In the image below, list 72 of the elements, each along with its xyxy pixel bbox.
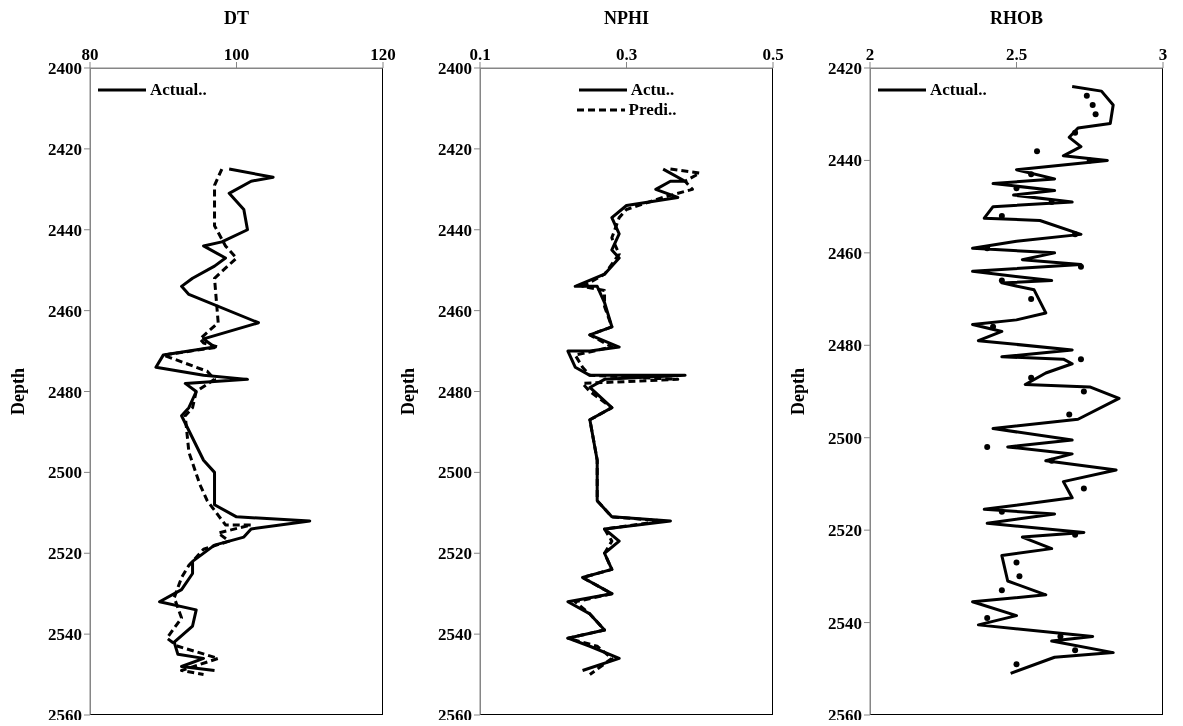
legend-label: Actual.. bbox=[150, 80, 207, 100]
point bbox=[984, 614, 991, 621]
y-tick-label: 2520 bbox=[48, 544, 82, 564]
y-tick-label: 2540 bbox=[828, 613, 862, 633]
point bbox=[1077, 356, 1084, 363]
y-tick-label: 2420 bbox=[438, 139, 472, 159]
y-tick-label: 2540 bbox=[48, 625, 82, 645]
point bbox=[990, 323, 997, 330]
y-tick-label: 2400 bbox=[438, 59, 472, 79]
y-tick-label: 2440 bbox=[48, 220, 82, 240]
point bbox=[998, 277, 1005, 284]
point bbox=[1077, 263, 1084, 270]
point bbox=[1028, 171, 1035, 178]
point bbox=[1066, 411, 1073, 418]
point bbox=[998, 212, 1005, 219]
point bbox=[1013, 661, 1020, 668]
legend-label: Actual.. bbox=[930, 80, 987, 100]
point bbox=[1072, 231, 1079, 238]
point bbox=[1034, 148, 1041, 155]
x-axis-title: DT bbox=[223, 8, 250, 29]
y-tick-label: 2500 bbox=[48, 463, 82, 483]
point bbox=[1080, 388, 1087, 395]
y-tick-label: 2440 bbox=[828, 151, 862, 171]
y-tick-label: 2460 bbox=[828, 243, 862, 263]
x-tick-label: 100 bbox=[223, 45, 250, 64]
x-tick-label: 120 bbox=[370, 45, 396, 64]
y-tick-label: 2500 bbox=[828, 428, 862, 448]
y-tick-label: 2420 bbox=[828, 59, 862, 79]
y-tick-label: 2480 bbox=[828, 336, 862, 356]
y-tick-label: 2520 bbox=[828, 521, 862, 541]
y-tick-label: 2420 bbox=[48, 139, 82, 159]
point bbox=[1089, 101, 1096, 108]
point bbox=[1086, 157, 1093, 164]
point bbox=[1028, 296, 1035, 303]
point bbox=[1072, 129, 1079, 136]
y-tick-label: 2480 bbox=[438, 382, 472, 402]
y-tick-label: 2400 bbox=[48, 59, 82, 79]
y-tick-label: 2500 bbox=[438, 463, 472, 483]
point bbox=[1080, 485, 1087, 492]
point bbox=[1083, 92, 1090, 99]
point bbox=[1048, 457, 1055, 464]
point bbox=[1028, 374, 1035, 381]
point bbox=[998, 508, 1005, 515]
x-tick-label: 2 bbox=[865, 45, 875, 64]
y-axis-title: Depth bbox=[398, 367, 419, 416]
x-tick-label: 80 bbox=[81, 45, 99, 64]
y-tick-label: 2460 bbox=[48, 301, 82, 321]
line-series bbox=[154, 167, 312, 673]
point bbox=[1072, 647, 1079, 654]
point bbox=[1013, 559, 1020, 566]
x-tick-label: 0.1 bbox=[469, 45, 491, 64]
legend-label: Predi.. bbox=[628, 100, 677, 120]
y-tick-label: 2540 bbox=[438, 625, 472, 645]
x-tick-label: 2.5 bbox=[1005, 45, 1028, 64]
legend-label: Actu.. bbox=[630, 80, 675, 100]
x-tick-label: 0.5 bbox=[762, 45, 784, 64]
point bbox=[998, 587, 1005, 594]
x-tick-label: 3 bbox=[1158, 45, 1168, 64]
y-tick-label: 2440 bbox=[438, 220, 472, 240]
y-tick-label: 2520 bbox=[438, 544, 472, 564]
point bbox=[1016, 573, 1023, 580]
y-axis-title: Depth bbox=[788, 367, 809, 416]
point bbox=[984, 443, 991, 450]
y-axis-title: Depth bbox=[8, 367, 29, 416]
y-tick-label: 2460 bbox=[438, 301, 472, 321]
x-axis-title: RHOB bbox=[989, 8, 1044, 29]
point bbox=[1048, 199, 1055, 206]
point bbox=[1092, 111, 1099, 118]
point bbox=[1057, 633, 1064, 640]
x-tick-label: 0.3 bbox=[615, 45, 638, 64]
y-tick-label: 2480 bbox=[48, 382, 82, 402]
x-axis-title: NPHI bbox=[603, 8, 650, 29]
